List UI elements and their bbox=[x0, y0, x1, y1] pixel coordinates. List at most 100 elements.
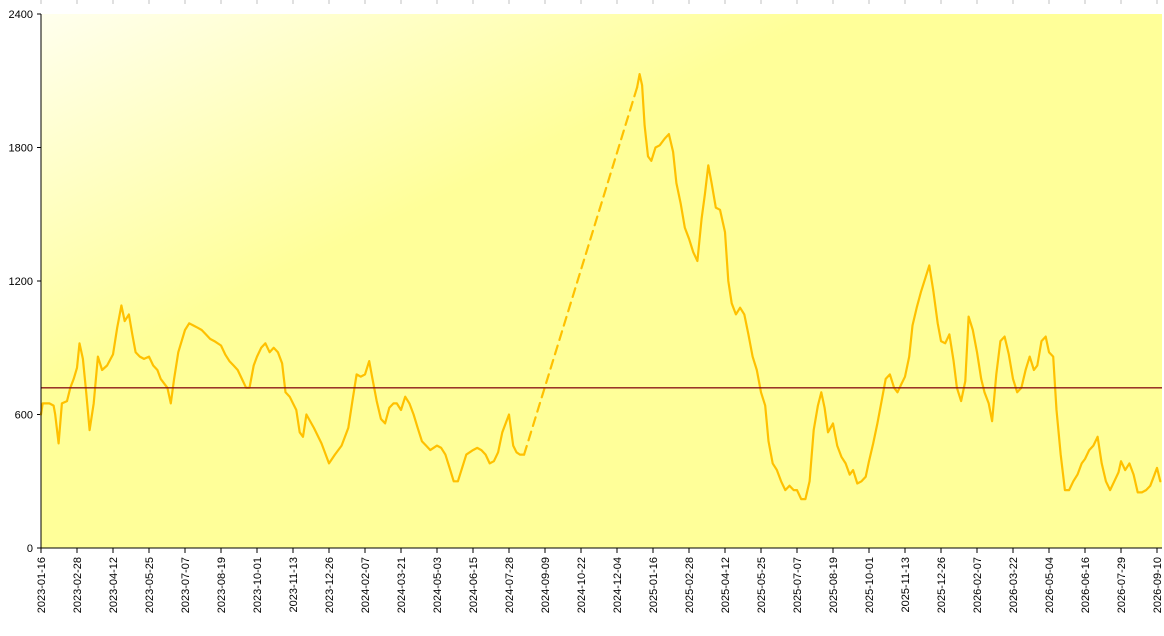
data-point bbox=[472, 449, 474, 451]
data-point bbox=[356, 373, 358, 375]
data-point bbox=[299, 431, 301, 433]
data-point bbox=[388, 407, 390, 409]
data-point bbox=[980, 378, 982, 380]
x-tick-label: 2026-02-07 bbox=[972, 557, 984, 613]
data-point bbox=[868, 460, 870, 462]
data-point bbox=[743, 313, 745, 315]
data-point bbox=[188, 322, 190, 324]
data-point bbox=[143, 358, 145, 360]
data-point bbox=[756, 369, 758, 371]
data-point bbox=[647, 155, 649, 157]
data-point bbox=[1068, 489, 1070, 491]
data-point bbox=[485, 454, 487, 456]
data-point bbox=[364, 373, 366, 375]
data-point bbox=[515, 451, 518, 453]
data-point bbox=[131, 333, 133, 335]
data-point bbox=[813, 429, 815, 431]
data-point bbox=[940, 340, 942, 342]
data-point bbox=[192, 324, 194, 327]
data-point bbox=[849, 474, 851, 476]
data-point bbox=[173, 378, 175, 380]
data-point bbox=[999, 340, 1002, 342]
data-point bbox=[1076, 474, 1079, 476]
data-point bbox=[341, 445, 343, 447]
data-point bbox=[908, 356, 910, 358]
data-point bbox=[1128, 462, 1130, 464]
data-point bbox=[97, 356, 99, 358]
data-point bbox=[856, 482, 858, 485]
x-tick-label: 2023-08-19 bbox=[216, 557, 228, 613]
data-point bbox=[436, 445, 438, 447]
data-point bbox=[800, 498, 802, 500]
data-point bbox=[201, 329, 203, 331]
data-point bbox=[476, 447, 478, 449]
data-point bbox=[253, 364, 255, 367]
data-point bbox=[351, 400, 353, 402]
data-point bbox=[1052, 356, 1054, 358]
data-point bbox=[82, 358, 84, 360]
data-point bbox=[457, 480, 459, 482]
data-point bbox=[429, 449, 431, 451]
data-point bbox=[1097, 436, 1099, 438]
data-point bbox=[480, 449, 482, 451]
data-point bbox=[289, 396, 291, 398]
data-point bbox=[347, 427, 349, 429]
data-point bbox=[911, 324, 914, 327]
x-tick-label: 2026-07-29 bbox=[1116, 557, 1128, 613]
data-point bbox=[292, 402, 294, 404]
data-point bbox=[804, 498, 807, 500]
data-point bbox=[177, 351, 179, 353]
data-point bbox=[817, 405, 819, 407]
data-point bbox=[707, 164, 709, 166]
y-tick-label: 1800 bbox=[9, 143, 33, 155]
data-point bbox=[273, 347, 275, 349]
data-point bbox=[972, 329, 974, 331]
data-point bbox=[1133, 474, 1135, 476]
data-point bbox=[334, 454, 336, 456]
data-point bbox=[639, 73, 641, 75]
data-point bbox=[672, 151, 674, 153]
data-point bbox=[1060, 454, 1062, 456]
data-point bbox=[680, 202, 682, 204]
data-point bbox=[413, 413, 415, 416]
x-tick-label: 2024-09-09 bbox=[540, 557, 552, 613]
data-point bbox=[54, 413, 56, 416]
x-tick-label: 2024-03-21 bbox=[396, 557, 408, 613]
data-point bbox=[163, 382, 165, 384]
data-point bbox=[872, 442, 874, 444]
data-point bbox=[1117, 471, 1120, 473]
data-point bbox=[305, 413, 307, 416]
data-point bbox=[688, 238, 690, 240]
x-tick-label: 2024-02-07 bbox=[360, 557, 372, 613]
data-point bbox=[135, 351, 137, 353]
data-point bbox=[295, 409, 297, 411]
data-point bbox=[89, 429, 91, 431]
data-point bbox=[1092, 445, 1094, 447]
data-point bbox=[916, 307, 918, 309]
x-tick-label: 2025-02-28 bbox=[684, 557, 696, 613]
data-point bbox=[711, 182, 713, 184]
data-point bbox=[497, 451, 499, 453]
data-point bbox=[1036, 364, 1038, 367]
data-point bbox=[784, 489, 786, 491]
data-point bbox=[302, 436, 304, 438]
data-point bbox=[995, 373, 997, 375]
data-point bbox=[58, 442, 60, 444]
data-point bbox=[404, 396, 406, 398]
x-tick-label: 2024-12-04 bbox=[612, 557, 624, 613]
x-tick-label: 2025-04-12 bbox=[720, 557, 732, 613]
x-tick-label: 2025-11-13 bbox=[900, 557, 912, 612]
data-point bbox=[371, 378, 374, 380]
data-point bbox=[1149, 485, 1151, 487]
data-point bbox=[66, 400, 68, 402]
data-point bbox=[384, 422, 386, 424]
data-point bbox=[228, 360, 230, 362]
data-point bbox=[824, 407, 826, 409]
x-tick-label: 2026-05-04 bbox=[1044, 557, 1056, 613]
data-point bbox=[1040, 340, 1043, 342]
data-point bbox=[988, 402, 990, 404]
data-point bbox=[659, 144, 661, 146]
data-point bbox=[85, 391, 87, 393]
x-tick-label: 2023-04-12 bbox=[108, 557, 120, 613]
x-tick-label: 2023-10-01 bbox=[252, 557, 264, 613]
